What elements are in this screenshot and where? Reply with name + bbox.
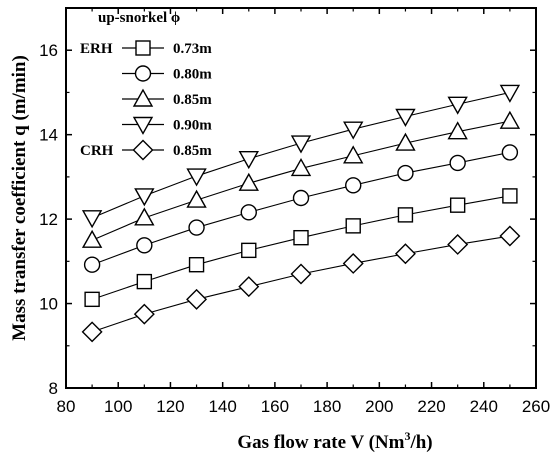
y-tick-label: 10 bbox=[39, 295, 58, 314]
data-point bbox=[290, 263, 312, 285]
data-point bbox=[343, 121, 364, 140]
x-tick-label: 160 bbox=[261, 397, 289, 416]
data-point bbox=[499, 110, 521, 129]
x-tick-label: 80 bbox=[57, 397, 76, 416]
data-point bbox=[447, 233, 469, 255]
legend-marker bbox=[132, 116, 154, 135]
data-point bbox=[342, 252, 364, 274]
legend-entry-label: 0.80m bbox=[173, 67, 212, 83]
x-axis-label-superscript: 3 bbox=[404, 429, 410, 443]
data-point bbox=[188, 219, 205, 236]
data-point bbox=[81, 321, 103, 343]
data-point bbox=[81, 229, 103, 248]
data-point bbox=[502, 188, 518, 204]
data-point bbox=[395, 108, 416, 127]
legend-marker bbox=[132, 88, 154, 107]
data-point bbox=[345, 177, 362, 194]
legend-marker bbox=[135, 40, 151, 56]
data-point bbox=[343, 145, 364, 164]
x-tick-label: 180 bbox=[313, 397, 341, 416]
x-tick-label: 240 bbox=[470, 397, 498, 416]
data-point bbox=[134, 207, 155, 226]
data-point bbox=[238, 276, 260, 298]
data-point bbox=[241, 242, 257, 259]
y-tick-label: 8 bbox=[49, 379, 58, 398]
legend: up-snorkel ϕ ERH 0.73m 0.80m 0.85m 0.90m CRH 0.… bbox=[80, 10, 212, 161]
data-point bbox=[186, 168, 207, 187]
y-tick-label: 16 bbox=[39, 41, 58, 60]
data-point bbox=[290, 158, 312, 177]
series-lines bbox=[91, 91, 511, 333]
data-point bbox=[501, 144, 519, 161]
y-tick-label: 12 bbox=[39, 210, 58, 229]
x-tick-label: 100 bbox=[104, 397, 132, 416]
data-point bbox=[238, 172, 259, 191]
x-tick-label: 200 bbox=[365, 397, 393, 416]
data-point bbox=[395, 132, 416, 151]
legend-marker bbox=[132, 139, 154, 161]
legend-entry-label: 0.85m bbox=[173, 143, 212, 159]
data-point bbox=[293, 229, 309, 246]
legend-group-label: CRH bbox=[80, 143, 114, 159]
y-tick-label: 14 bbox=[39, 126, 58, 145]
data-point bbox=[136, 237, 153, 254]
data-point bbox=[238, 151, 259, 170]
data-point bbox=[81, 210, 103, 229]
data-point bbox=[397, 164, 414, 182]
data-point bbox=[499, 84, 521, 103]
legend-group-label: ERH bbox=[80, 41, 113, 57]
x-tick-label: 140 bbox=[208, 397, 236, 416]
data-point bbox=[136, 273, 153, 290]
data-point bbox=[449, 197, 466, 213]
data-point bbox=[447, 96, 468, 115]
axis-ticks: 80 100 120 140 160 180 200 220 240 260 8 10 12 14 16 bbox=[39, 8, 550, 416]
legend-entry-label: 0.73m bbox=[173, 41, 212, 57]
x-tick-label: 120 bbox=[156, 397, 184, 416]
legend-entry-label: 0.85m bbox=[173, 92, 212, 108]
data-point bbox=[290, 135, 312, 154]
data-point bbox=[292, 189, 310, 207]
data-point bbox=[83, 256, 101, 273]
legend-entry-label: 0.90m bbox=[173, 118, 212, 134]
legend-marker bbox=[134, 65, 152, 82]
data-point bbox=[186, 288, 208, 310]
x-axis-label: Gas flow rate V (Nm3/h) bbox=[237, 429, 432, 453]
data-point bbox=[134, 188, 155, 207]
data-point bbox=[186, 189, 207, 208]
legend-title: up-snorkel ϕ bbox=[98, 10, 180, 26]
data-point bbox=[449, 154, 466, 172]
data-point bbox=[447, 121, 468, 140]
data-point bbox=[397, 207, 414, 223]
series-markers bbox=[81, 84, 521, 343]
data-point bbox=[133, 303, 155, 325]
x-tick-label: 260 bbox=[522, 397, 550, 416]
y-axis-label: Mass transfer coefficient q (m/min) bbox=[9, 55, 30, 341]
data-point bbox=[499, 225, 521, 247]
data-point bbox=[84, 291, 100, 308]
x-tick-label: 220 bbox=[417, 397, 445, 416]
data-point bbox=[188, 257, 205, 273]
data-point bbox=[394, 243, 416, 265]
data-point bbox=[345, 218, 361, 234]
data-point bbox=[240, 204, 257, 221]
